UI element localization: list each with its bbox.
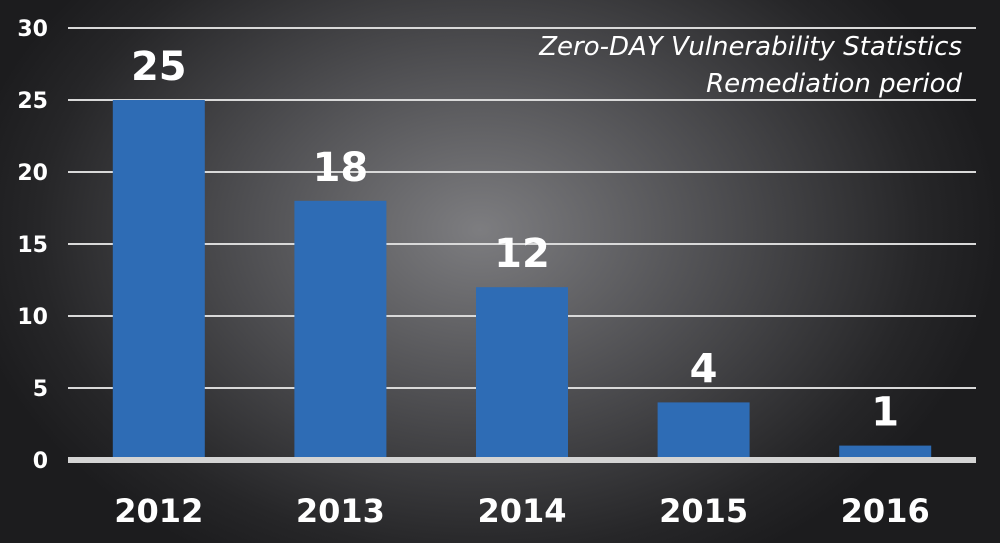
y-tick-label: 30 (17, 17, 48, 42)
x-tick-label-2014: 2014 (477, 492, 566, 530)
chart-subtitle: Remediation period (706, 69, 962, 99)
x-tick-label-2015: 2015 (659, 492, 748, 530)
bar-2014 (476, 287, 568, 460)
x-tick-label-2012: 2012 (114, 492, 203, 530)
data-label-2013: 18 (313, 145, 369, 191)
data-label-2015: 4 (690, 346, 718, 392)
x-tick-label-2016: 2016 (841, 492, 930, 530)
y-tick-label: 20 (17, 161, 48, 186)
chart-title: Zero-DAY Vulnerability Statistics (538, 32, 962, 62)
y-tick-label: 15 (17, 233, 48, 258)
bar-2015 (657, 402, 750, 460)
bar-2016 (839, 445, 932, 460)
x-axis-line (68, 457, 976, 463)
data-label-2016: 1 (871, 390, 899, 436)
y-tick-label: 0 (33, 449, 48, 474)
data-label-2014: 12 (494, 231, 550, 277)
y-tick-label: 5 (33, 377, 48, 402)
data-label-2012: 25 (131, 44, 187, 90)
gridlines (68, 27, 976, 389)
y-tick-label: 25 (17, 89, 48, 114)
bars (112, 100, 932, 461)
bar-2012 (112, 100, 205, 460)
axes: 0 5 10 15 20 25 30 2012 2013 2014 2015 2016 (17, 17, 976, 530)
y-tick-label: 10 (17, 305, 48, 330)
x-tick-label-2013: 2013 (296, 492, 385, 530)
data-labels: 25 18 12 4 1 (131, 44, 899, 436)
bar-2013 (294, 200, 387, 461)
